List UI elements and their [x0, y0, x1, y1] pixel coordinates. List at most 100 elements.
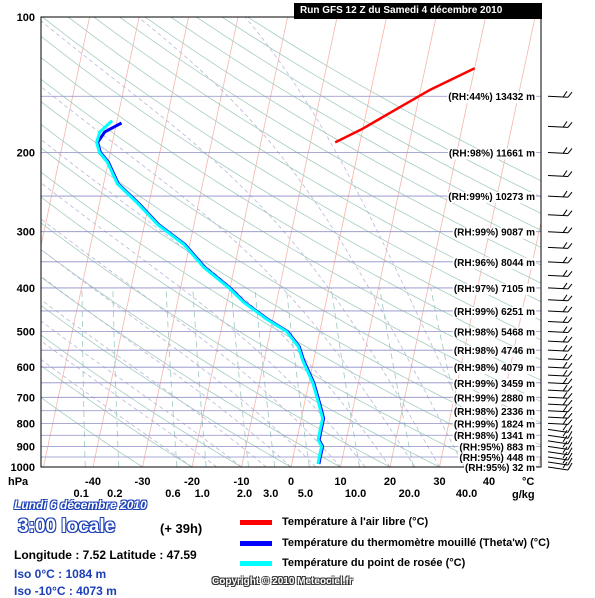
wind-barbs: [548, 91, 572, 470]
wind-barb-shaft: [548, 457, 568, 460]
level-label: (RH:99%) 3459 m: [454, 379, 535, 390]
wind-barb-flag: [568, 284, 572, 289]
level-label: (RH:95%) 32 m: [465, 463, 535, 474]
x-axis-unit-label: °C: [522, 476, 534, 488]
pressure-tick-label: 900: [17, 441, 35, 453]
mixing-ratio-line: [380, 288, 414, 467]
wind-barb-flag: [568, 271, 572, 276]
wind-barb-shaft: [548, 341, 568, 342]
mixing-ratio-tick-label: 3.0: [263, 488, 278, 500]
wind-barb-flag: [568, 171, 572, 176]
wind-barb-flag: [568, 307, 572, 312]
mixing-ratio-line: [82, 288, 85, 467]
wind-barb-shaft: [548, 196, 568, 197]
isotherm-line: [242, 17, 338, 467]
wind-barb-flag: [568, 363, 572, 368]
wind-barb-shaft: [548, 446, 568, 449]
wind-barb-shaft: [548, 247, 568, 248]
level-label: (RH:99%) 1824 m: [454, 419, 535, 430]
wind-barb-flag: [568, 296, 572, 301]
legend-swatch: [240, 541, 272, 546]
mixing-ratio-tick-label: 20.0: [399, 488, 420, 500]
wind-barb-shaft: [548, 417, 568, 418]
wind-barb-flag: [563, 283, 567, 289]
forecast-date: Lundi 6 décembre 2010: [14, 498, 147, 512]
temperature-tick-label: 30: [433, 476, 445, 488]
level-label: (RH:98%) 2336 m: [454, 407, 535, 418]
mixing-ratio-tick-label: 2.0: [237, 488, 252, 500]
copyright: Copyright © 2010 Meteociel.fr: [212, 576, 353, 587]
wind-barb-shaft: [548, 423, 568, 424]
isotherm-line: [588, 17, 595, 467]
wind-barb-shaft: [548, 411, 568, 412]
moist-adiabat-line: [138, 17, 464, 467]
wind-barb-flag: [568, 393, 572, 398]
wind-barb-flag: [563, 354, 567, 360]
mixing-ratio-tick-label: 5.0: [298, 488, 313, 500]
mixing-ratio-line: [231, 288, 248, 467]
wind-barb-flag: [563, 430, 567, 436]
iso-zero: Iso 0°C : 1084 m: [14, 567, 106, 581]
wind-barb-flag: [563, 378, 567, 384]
wind-barb-shaft: [548, 429, 568, 432]
isotherm-line: [291, 17, 387, 467]
wind-barb-flag: [568, 346, 572, 351]
wind-barb-flag: [563, 170, 567, 176]
level-label: (RH:99%) 10273 m: [448, 192, 535, 203]
run-title: Run GFS 12 Z du Samedi 4 décembre 2010: [294, 3, 542, 19]
wind-barb-flag: [568, 419, 572, 424]
level-label: (RH:98%) 4079 m: [454, 363, 535, 374]
wind-barb-flag: [563, 441, 567, 447]
mixing-ratio-line: [166, 288, 177, 467]
wind-barb-flag: [563, 424, 567, 430]
level-label: (RH:96%) 8044 m: [454, 258, 535, 269]
wind-barb-flag: [563, 392, 567, 398]
wind-barb-flag: [563, 327, 567, 333]
wind-barb-flag: [568, 379, 572, 384]
pressure-tick-label: 800: [17, 418, 35, 430]
series-line: [98, 123, 324, 464]
pressure-tick-label: 400: [17, 283, 35, 295]
mixing-ratio-tick-label: 1.0: [195, 488, 210, 500]
wind-barb-flag: [563, 412, 567, 418]
wind-barb-flag: [563, 362, 567, 368]
isotherm-line: [44, 17, 140, 467]
forecast-hour: 3:00 locale: [18, 516, 115, 538]
wind-barb-flag: [563, 385, 567, 391]
wind-barb-shaft: [548, 375, 568, 376]
wind-barb-flag: [568, 192, 572, 197]
wind-barb-flag: [563, 227, 567, 233]
dry-adiabat-line: [222, 17, 595, 467]
wind-barb-flag: [568, 386, 572, 391]
level-label: (RH:98%) 5468 m: [454, 328, 535, 339]
moist-adiabat-line: [0, 17, 415, 467]
wind-barb-flag: [568, 407, 572, 412]
wind-barb-flag: [568, 413, 572, 418]
wind-barb-flag: [568, 371, 572, 376]
temperature-tick-label: 40: [483, 476, 495, 488]
wind-barb-flag: [563, 406, 567, 412]
wind-barb-shaft: [548, 390, 568, 391]
wind-barb-shaft: [548, 435, 568, 438]
wind-barb-flag: [563, 370, 567, 376]
wind-barb-shaft: [548, 404, 568, 405]
wind-barb-flag: [568, 258, 572, 263]
series-line: [335, 68, 475, 142]
wind-barb-flag: [563, 317, 567, 323]
wind-barb-flag: [563, 306, 567, 312]
wind-barb-flag: [563, 210, 567, 216]
wind-barb-shaft: [548, 232, 568, 233]
wind-barb-flag: [563, 336, 567, 342]
wind-barb-flag: [568, 122, 572, 127]
wind-barb-flag: [568, 211, 572, 216]
wind-barb-flag: [563, 399, 567, 405]
y-axis-unit-label: hPa: [8, 476, 29, 488]
wind-barb-shaft: [548, 462, 568, 465]
pressure-tick-label: 100: [17, 12, 35, 24]
wind-barb-shaft: [548, 175, 568, 176]
wind-barb-flag: [568, 148, 572, 153]
pressure-tick-label: 700: [17, 392, 35, 404]
wind-barb-shaft: [548, 383, 568, 384]
mixing-ratio-line: [286, 288, 309, 467]
mixing-ratio-tick-label: 0.6: [165, 488, 180, 500]
